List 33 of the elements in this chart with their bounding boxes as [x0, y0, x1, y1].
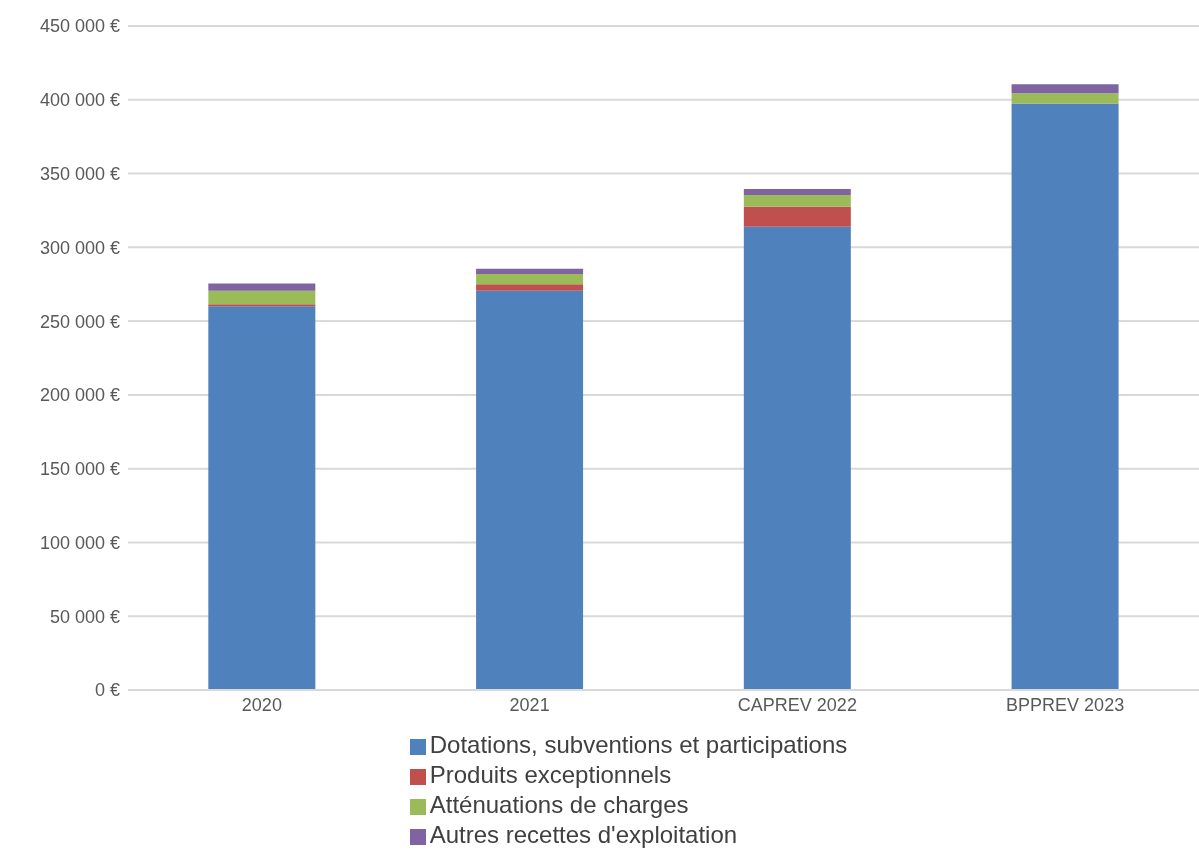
y-tick-label: 350 000 €	[39, 163, 120, 184]
x-tick-label: BPPREV 2023	[1006, 694, 1125, 715]
bar	[208, 290, 316, 305]
bar	[743, 226, 851, 690]
bar	[208, 304, 316, 307]
y-tick-label: 50 000 €	[49, 606, 120, 627]
bar	[476, 268, 584, 274]
legend-label: Dotations, subventions et participations	[429, 731, 848, 758]
bar	[208, 283, 316, 291]
bar	[208, 306, 316, 690]
bar	[743, 189, 851, 195]
y-tick-label: 0 €	[94, 680, 120, 701]
bar	[1011, 103, 1119, 690]
bar	[476, 273, 584, 285]
x-tick-label: CAPREV 2022	[737, 694, 857, 715]
y-tick-label: 450 000 €	[39, 16, 120, 37]
y-tick-label: 300 000 €	[39, 237, 120, 258]
y-tick-label: 100 000 €	[39, 532, 120, 553]
y-tick-label: 400 000 €	[39, 90, 120, 111]
bar	[743, 194, 851, 207]
y-tick-label: 250 000 €	[39, 311, 120, 332]
x-tick-label: 2021	[509, 694, 550, 715]
legend-label: Atténuations de charges	[429, 791, 689, 818]
bar	[476, 290, 584, 690]
bar	[1011, 84, 1119, 94]
legend-label: Produits exceptionnels	[429, 761, 672, 788]
bar	[743, 206, 851, 227]
legend-label: Autres recettes d'exploitation	[429, 821, 738, 848]
y-tick-label: 150 000 €	[39, 459, 120, 480]
y-tick-label: 200 000 €	[39, 385, 120, 406]
bar	[476, 284, 584, 291]
bar	[1011, 93, 1119, 104]
x-tick-label: 2020	[241, 694, 282, 715]
